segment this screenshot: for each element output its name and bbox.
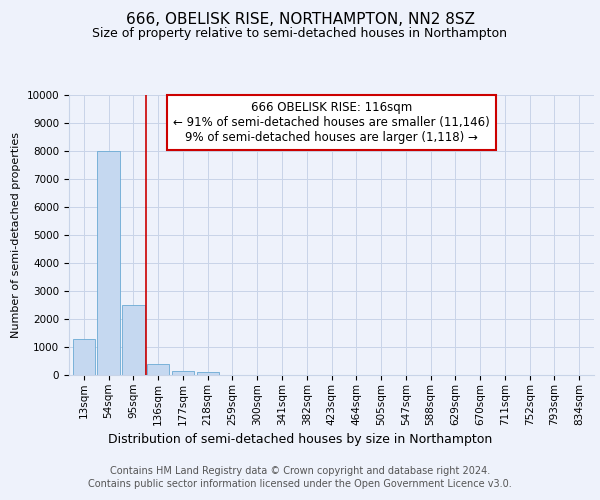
Bar	[122, 305, 145, 375]
Y-axis label: Number of semi-detached properties: Number of semi-detached properties	[11, 132, 21, 338]
Text: Size of property relative to semi-detached houses in Northampton: Size of property relative to semi-detach…	[92, 28, 508, 40]
Bar	[172, 371, 194, 375]
Text: 666 OBELISK RISE: 116sqm
← 91% of semi-detached houses are smaller (11,146)
9% o: 666 OBELISK RISE: 116sqm ← 91% of semi-d…	[173, 100, 490, 144]
Text: Distribution of semi-detached houses by size in Northampton: Distribution of semi-detached houses by …	[108, 432, 492, 446]
Text: Contains public sector information licensed under the Open Government Licence v3: Contains public sector information licen…	[88, 479, 512, 489]
Bar	[97, 151, 120, 375]
Bar	[197, 372, 219, 375]
Text: 666, OBELISK RISE, NORTHAMPTON, NN2 8SZ: 666, OBELISK RISE, NORTHAMPTON, NN2 8SZ	[125, 12, 475, 28]
Text: Contains HM Land Registry data © Crown copyright and database right 2024.: Contains HM Land Registry data © Crown c…	[110, 466, 490, 476]
Bar	[73, 338, 95, 375]
Bar	[147, 364, 169, 375]
